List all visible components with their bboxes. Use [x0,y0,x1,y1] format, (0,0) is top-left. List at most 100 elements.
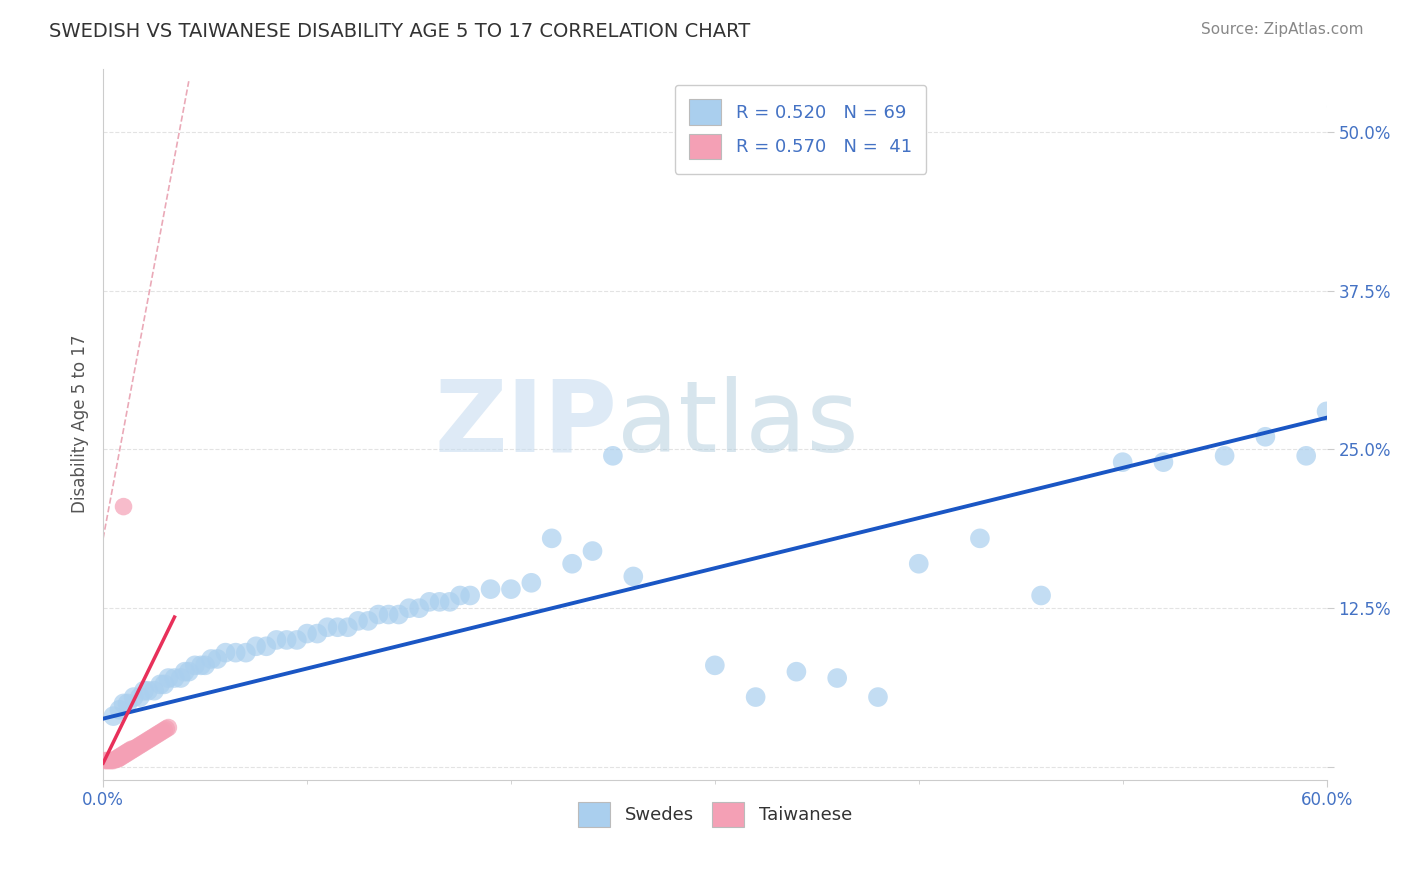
Point [173,665,195,679]
Point [276,632,298,647]
Point [1326,100,1348,114]
Point [150,724,173,739]
Point [122,690,145,704]
Point [128,690,150,704]
Point [561,557,583,571]
Point [744,690,766,704]
Point [347,614,370,628]
Point [184,658,207,673]
Point [122,742,145,756]
Point [143,683,166,698]
Point [110,748,132,763]
Point [163,671,186,685]
Point [112,748,135,763]
Point [103,754,125,768]
Point [135,734,157,748]
Point [1295,449,1317,463]
Point [377,607,399,622]
Point [785,665,807,679]
Point [418,595,440,609]
Point [143,730,166,744]
Point [540,532,562,546]
Point [108,703,131,717]
Point [245,640,267,654]
Point [866,690,889,704]
Point [107,751,129,765]
Point [157,671,180,685]
Point [285,632,308,647]
Point [336,620,359,634]
Point [153,723,176,737]
Point [121,743,143,757]
Point [1316,404,1339,418]
Point [103,709,125,723]
Point [1254,430,1277,444]
Point [127,739,149,754]
Point [1213,449,1236,463]
Point [207,652,229,666]
Y-axis label: Disability Age 5 to 17: Disability Age 5 to 17 [72,334,89,513]
Point [149,725,172,739]
Point [367,607,389,622]
Point [131,737,153,751]
Point [177,665,200,679]
Point [520,575,543,590]
Point [200,652,222,666]
Point [136,683,159,698]
Point [148,727,170,741]
Point [108,749,131,764]
Point [112,500,135,514]
Point [100,754,122,768]
Point [602,449,624,463]
Point [128,739,150,753]
Point [145,728,167,742]
Point [307,626,329,640]
Point [117,745,139,759]
Point [125,740,148,755]
Point [499,582,522,596]
Point [112,697,135,711]
Text: atlas: atlas [617,376,859,473]
Text: SWEDISH VS TAIWANESE DISABILITY AGE 5 TO 17 CORRELATION CHART: SWEDISH VS TAIWANESE DISABILITY AGE 5 TO… [49,22,751,41]
Point [169,671,191,685]
Point [429,595,451,609]
Point [136,733,159,747]
Point [969,532,991,546]
Point [112,747,135,762]
Point [104,752,127,766]
Point [266,632,288,647]
Point [132,683,155,698]
Point [108,751,131,765]
Point [157,721,180,735]
Point [825,671,848,685]
Point [458,589,481,603]
Point [703,658,725,673]
Point [190,658,212,673]
Point [132,736,155,750]
Point [107,752,129,766]
Point [907,557,929,571]
Point [214,646,236,660]
Point [141,731,163,745]
Point [449,589,471,603]
Point [98,754,121,768]
Point [139,731,162,746]
Point [118,743,141,757]
Point [94,754,117,768]
Point [295,626,318,640]
Point [254,640,277,654]
Point [408,601,430,615]
Point [439,595,461,609]
Point [114,746,136,760]
Point [326,620,349,634]
Point [121,742,143,756]
Point [118,745,141,759]
Point [117,697,139,711]
Point [316,620,339,634]
Point [225,646,247,660]
Point [117,746,139,760]
Text: ZIP: ZIP [434,376,617,473]
Point [153,677,176,691]
Point [1029,589,1052,603]
Point [96,754,118,768]
